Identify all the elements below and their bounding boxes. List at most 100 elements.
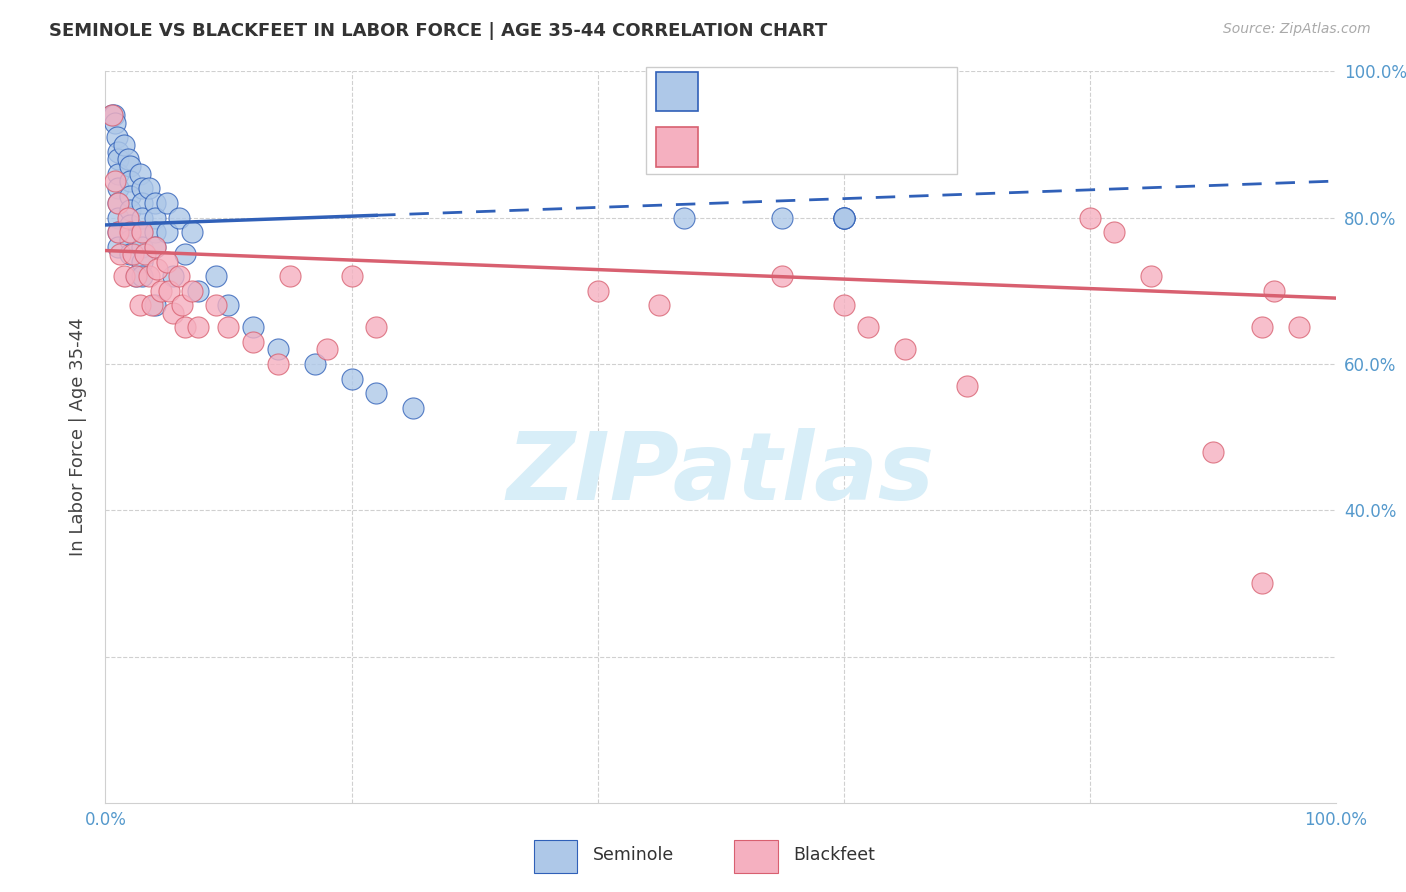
Point (107, 225, 129, 239)
Point (242, 320, 264, 334)
FancyBboxPatch shape (655, 128, 697, 167)
Point (131, 240, 153, 254)
FancyBboxPatch shape (534, 840, 576, 873)
Point (120, 247, 141, 261)
Point (100, 108, 122, 122)
Point (107, 181, 129, 195)
Point (117, 211, 139, 225)
Text: ZIPatlas: ZIPatlas (506, 427, 935, 520)
Point (143, 240, 166, 254)
Text: Source: ZipAtlas.com: Source: ZipAtlas.com (1223, 22, 1371, 37)
Point (107, 225, 129, 239)
Point (402, 401, 425, 415)
FancyBboxPatch shape (655, 71, 697, 112)
Point (366, 320, 388, 334)
Point (340, 269, 363, 284)
FancyBboxPatch shape (734, 840, 778, 873)
Point (143, 225, 166, 239)
Point (832, 298, 855, 312)
Point (120, 225, 141, 239)
Point (267, 357, 290, 371)
Point (174, 320, 197, 334)
Point (770, 269, 793, 284)
Point (156, 225, 179, 239)
Point (125, 269, 148, 284)
Point (242, 334, 264, 349)
Point (120, 160, 141, 174)
Point (832, 211, 855, 225)
Point (100, 108, 122, 122)
Point (1288, 320, 1310, 334)
Point (107, 196, 129, 211)
Point (146, 261, 169, 276)
Text: R = -0.097   N = 50: R = -0.097 N = 50 (714, 137, 928, 157)
Point (832, 211, 855, 225)
Y-axis label: In Labor Force | Age 35-44: In Labor Force | Age 35-44 (69, 318, 87, 557)
Point (112, 137, 135, 152)
Point (366, 386, 388, 401)
Point (138, 269, 160, 284)
Point (1140, 269, 1163, 284)
Point (278, 269, 301, 284)
Point (180, 225, 202, 239)
Point (1102, 225, 1125, 239)
Point (648, 298, 671, 312)
Point (205, 269, 228, 284)
Point (1202, 444, 1225, 458)
Point (162, 269, 184, 284)
Point (340, 371, 363, 385)
Point (170, 298, 193, 312)
Point (120, 174, 141, 188)
Point (149, 284, 172, 298)
Point (586, 284, 609, 298)
Point (162, 306, 184, 320)
Point (107, 145, 129, 159)
Point (174, 247, 197, 261)
Point (107, 240, 129, 254)
Point (143, 240, 166, 254)
Point (187, 320, 209, 334)
Point (141, 298, 163, 312)
Point (169, 211, 191, 225)
Point (315, 343, 337, 357)
Point (770, 211, 793, 225)
Point (169, 269, 191, 284)
Point (131, 225, 153, 239)
Point (267, 343, 290, 357)
Point (104, 115, 127, 129)
Point (131, 196, 153, 211)
Point (125, 269, 148, 284)
Point (894, 343, 917, 357)
Point (1263, 284, 1285, 298)
Point (672, 211, 695, 225)
Point (121, 247, 143, 261)
Point (1251, 320, 1274, 334)
Point (143, 196, 166, 211)
Text: Seminole: Seminole (593, 847, 673, 864)
Point (187, 284, 209, 298)
Point (832, 211, 855, 225)
Point (858, 320, 880, 334)
Text: Blackfeet: Blackfeet (793, 847, 876, 864)
Point (120, 218, 141, 232)
Point (120, 203, 141, 218)
Text: R =  0.063   N = 58: R = 0.063 N = 58 (714, 81, 928, 100)
Point (218, 320, 240, 334)
Point (120, 188, 141, 202)
Point (110, 247, 132, 261)
Point (159, 284, 180, 298)
Point (107, 211, 129, 225)
Point (105, 130, 128, 145)
FancyBboxPatch shape (647, 67, 956, 174)
Point (956, 379, 979, 393)
Point (143, 211, 166, 225)
Point (112, 269, 135, 284)
Point (1251, 576, 1274, 591)
Point (138, 181, 160, 195)
Point (1078, 211, 1101, 225)
Point (107, 167, 129, 181)
Point (156, 196, 179, 211)
Point (104, 174, 127, 188)
Text: SEMINOLE VS BLACKFEET IN LABOR FORCE | AGE 35-44 CORRELATION CHART: SEMINOLE VS BLACKFEET IN LABOR FORCE | A… (49, 22, 828, 40)
Point (107, 196, 129, 211)
